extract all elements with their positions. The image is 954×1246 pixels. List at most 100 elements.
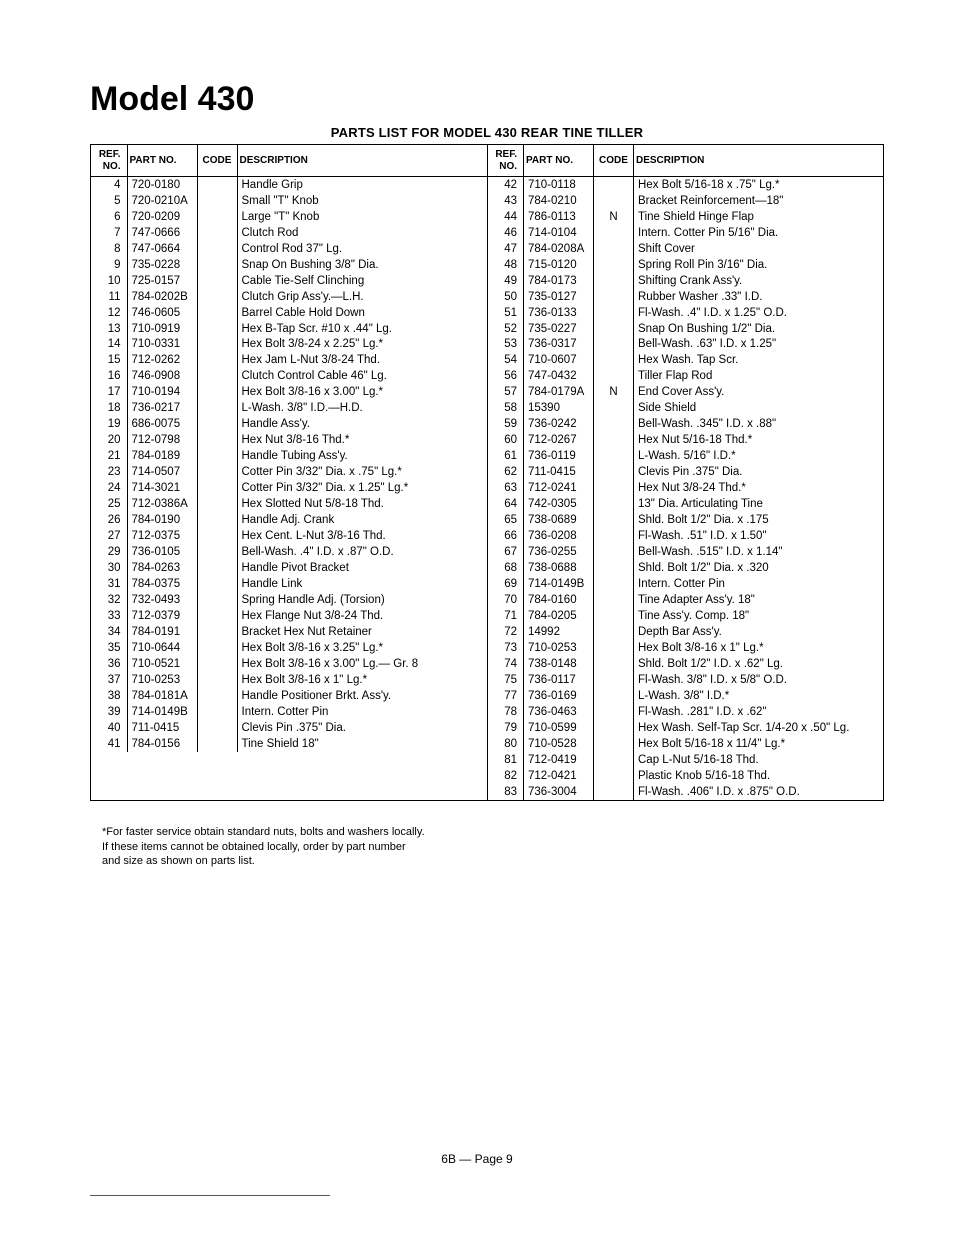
ref-cell: 39 [91,704,127,720]
table-row: 51736-0133Fl-Wash. .4" I.D. x 1.25" O.D. [488,305,884,321]
part-cell: 736-0133 [524,305,594,321]
desc-cell: Tiller Flap Rod [634,369,884,385]
code-cell [197,464,237,480]
table-row: 82712-0421Plastic Knob 5/16-18 Thd. [488,768,884,784]
header-desc: DESCRIPTION [237,145,487,177]
code-cell [594,273,634,289]
table-row: 68738-0688Shld. Bolt 1/2" Dia. x .320 [488,560,884,576]
code-cell [594,177,634,193]
desc-cell: 13" Dia. Articulating Tine [634,496,884,512]
ref-cell: 40 [91,720,127,736]
desc-cell: Shld. Bolt 1/2" Dia. x .320 [634,560,884,576]
table-row: 29736-0105Bell-Wash. .4" I.D. x .87" O.D… [91,544,487,560]
code-cell [197,496,237,512]
part-cell: 710-0118 [524,177,594,193]
code-cell [594,656,634,672]
desc-cell: Hex Wash. Tap Scr. [634,353,884,369]
desc-cell: Bracket Hex Nut Retainer [237,624,487,640]
desc-cell: Handle Tubing Ass'y. [237,448,487,464]
part-cell: 736-0317 [524,337,594,353]
part-cell: 738-0688 [524,560,594,576]
part-cell: 725-0157 [127,273,197,289]
table-row: 34784-0191Bracket Hex Nut Retainer [91,624,487,640]
ref-cell: 71 [488,608,524,624]
desc-cell: Hex Bolt 3/8-16 x 3.00" Lg.— Gr. 8 [237,656,487,672]
ref-cell: 51 [488,305,524,321]
header-code: CODE [197,145,237,177]
part-cell: 712-0419 [524,752,594,768]
ref-cell: 44 [488,209,524,225]
code-cell: N [594,209,634,225]
table-row: 47784-0208AShift Cover [488,241,884,257]
part-cell: 738-0689 [524,512,594,528]
ref-cell: 24 [91,480,127,496]
ref-cell: 53 [488,337,524,353]
ref-cell: 19 [91,417,127,433]
part-cell: 736-0463 [524,704,594,720]
table-row: 35710-0644Hex Bolt 3/8-16 x 3.25" Lg.* [91,640,487,656]
table-row: 13710-0919Hex B-Tap Scr. #10 x .44" Lg. [91,321,487,337]
desc-cell: Handle Pivot Bracket [237,560,487,576]
ref-cell: 42 [488,177,524,193]
desc-cell: Snap On Bushing 3/8" Dia. [237,257,487,273]
part-cell: 746-0605 [127,305,197,321]
ref-cell: 63 [488,480,524,496]
desc-cell: Clutch Control Cable 46" Lg. [237,369,487,385]
ref-cell: 70 [488,592,524,608]
part-cell: 784-0190 [127,512,197,528]
part-cell: 784-0179A [524,385,594,401]
desc-cell: Shifting Crank Ass'y. [634,273,884,289]
table-row: 77736-0169L-Wash. 3/8" I.D.* [488,688,884,704]
table-row: 7747-0666Clutch Rod [91,225,487,241]
ref-cell: 58 [488,401,524,417]
part-cell: 712-0262 [127,353,197,369]
part-cell: 715-0120 [524,257,594,273]
desc-cell: Cable Tie-Self Clinching [237,273,487,289]
desc-cell: Bell-Wash. .345" I.D. x .88" [634,417,884,433]
ref-cell: 15 [91,353,127,369]
table-row: 57784-0179ANEnd Cover Ass'y. [488,385,884,401]
part-cell: 735-0127 [524,289,594,305]
ref-cell: 33 [91,608,127,624]
code-cell [197,688,237,704]
desc-cell: Fl-Wash. 3/8" I.D. x 5/8" O.D. [634,672,884,688]
desc-cell: Hex Flange Nut 3/8-24 Thd. [237,608,487,624]
desc-cell: Intern. Cotter Pin [237,704,487,720]
part-cell: 711-0415 [127,720,197,736]
code-cell [594,417,634,433]
code-cell [197,624,237,640]
desc-cell: Shld. Bolt 1/2" I.D. x .62" Lg. [634,656,884,672]
code-cell [594,720,634,736]
ref-cell: 75 [488,672,524,688]
desc-cell: Tine Adapter Ass'y. 18" [634,592,884,608]
parts-table-wrap: REF. NO. PART NO. CODE DESCRIPTION 4720-… [90,144,884,801]
code-cell [197,512,237,528]
code-cell [197,209,237,225]
table-row: 40711-0415Clevis Pin .375" Dia. [91,720,487,736]
table-row: 62711-0415Clevis Pin .375" Dia. [488,464,884,480]
ref-cell: 57 [488,385,524,401]
part-cell: 784-0160 [524,592,594,608]
part-cell: 720-0209 [127,209,197,225]
desc-cell: Snap On Bushing 1/2" Dia. [634,321,884,337]
ref-cell: 30 [91,560,127,576]
code-cell [197,704,237,720]
part-cell: 714-0104 [524,225,594,241]
desc-cell: Fl-Wash. .281" I.D. x .62" [634,704,884,720]
table-row: 15712-0262Hex Jam L-Nut 3/8-24 Thd. [91,353,487,369]
part-cell: 784-0263 [127,560,197,576]
ref-cell: 77 [488,688,524,704]
ref-cell: 78 [488,704,524,720]
part-cell: 710-0521 [127,656,197,672]
desc-cell: Tine Ass'y. Comp. 18" [634,608,884,624]
table-row: 8747-0664Control Rod 37" Lg. [91,241,487,257]
part-cell: 720-0180 [127,177,197,193]
desc-cell: Hex Bolt 3/8-16 x 1" Lg.* [237,672,487,688]
code-cell [594,321,634,337]
table-row: 32732-0493Spring Handle Adj. (Torsion) [91,592,487,608]
ref-cell: 31 [91,576,127,592]
code-cell [594,193,634,209]
ref-cell: 81 [488,752,524,768]
ref-cell: 52 [488,321,524,337]
table-row: 53736-0317Bell-Wash. .63" I.D. x 1.25" [488,337,884,353]
